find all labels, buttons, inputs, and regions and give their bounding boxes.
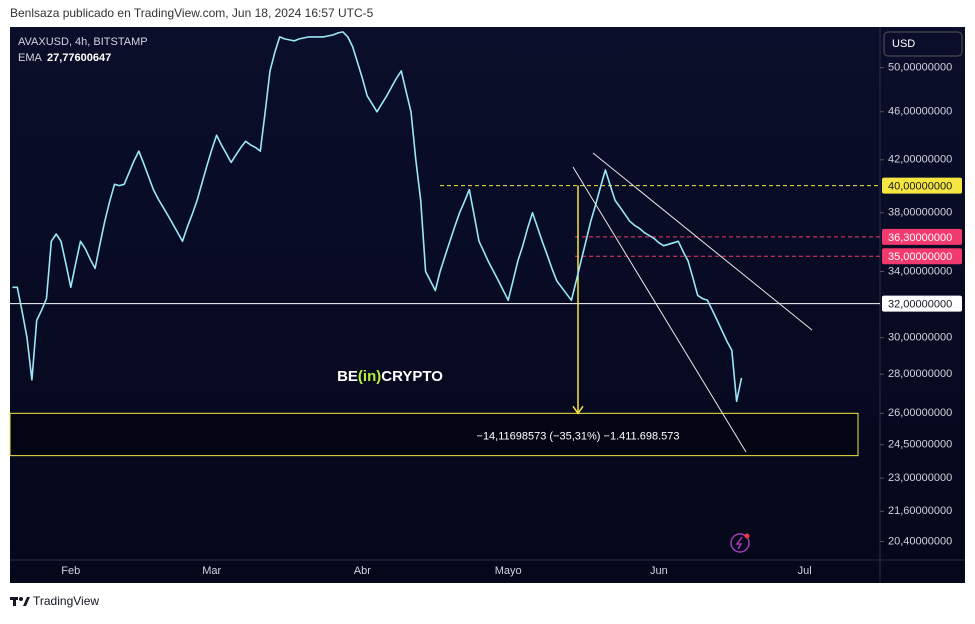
symbol: AVAXUSD, 4h, BITSTAMP — [18, 36, 148, 48]
x-tick-label: Feb — [61, 565, 80, 577]
watermark-part: (in) — [358, 368, 381, 385]
watermark: BE(in)CRYPTO — [337, 368, 443, 385]
watermark-part: BE — [337, 368, 358, 385]
y-tick-label: 50,00000000 — [888, 62, 952, 74]
watermark-part: CRYPTO — [381, 368, 443, 385]
level-badge — [882, 228, 962, 245]
x-tick-label: Jul — [798, 565, 812, 577]
indicator-name: EMA — [18, 52, 43, 64]
trend-line — [592, 152, 813, 331]
currency[interactable]: USD — [892, 38, 915, 50]
x-tick-label: Mar — [202, 565, 221, 577]
zone — [9, 412, 859, 457]
indicator-value: 27,77600647 — [47, 52, 111, 64]
y-tick-label: 30,00000000 — [888, 332, 952, 344]
price-line — [12, 31, 743, 403]
level-badge — [882, 177, 962, 194]
zone-label: −14,11698573 (−35,31%) −1.411.698.573 — [477, 430, 680, 442]
x-tick-label: Jun — [650, 565, 668, 577]
y-tick-label: 46,00000000 — [888, 106, 952, 118]
alert-icon[interactable] — [735, 536, 743, 550]
y-tick-label: 42,00000000 — [888, 154, 952, 166]
chart-background — [10, 27, 965, 583]
x-tick-label: Abr — [354, 565, 371, 577]
header: Benlsaza publicado en TradingView.com, J… — [10, 6, 374, 20]
x-tick-label: Mayo — [495, 565, 522, 577]
level-badge — [882, 295, 962, 312]
alert-dot — [744, 533, 750, 539]
y-tick-label: 20,40000000 — [888, 535, 952, 547]
measure-head — [572, 405, 584, 415]
y-tick-label: 24,50000000 — [888, 439, 952, 451]
y-tick-label: 21,60000000 — [888, 505, 952, 517]
level-label: 40,00000000 — [888, 181, 952, 193]
y-tick-label: 26,00000000 — [888, 407, 952, 419]
y-tick-label: 28,00000000 — [888, 368, 952, 380]
y-tick-label: 38,00000000 — [888, 207, 952, 219]
footer: TradingView — [33, 594, 99, 608]
alert-icon[interactable] — [730, 533, 750, 553]
currency-button[interactable] — [883, 31, 963, 57]
level-label: 35,00000000 — [888, 251, 952, 263]
level-label: 32,00000000 — [888, 298, 952, 310]
trend-line — [572, 166, 747, 453]
y-tick-label: 23,00000000 — [888, 472, 952, 484]
level-label: 36,30000000 — [888, 232, 952, 244]
plot — [9, 31, 880, 457]
level-badge — [882, 248, 962, 265]
logo — [10, 597, 30, 606]
y-tick-label: 34,00000000 — [888, 265, 952, 277]
